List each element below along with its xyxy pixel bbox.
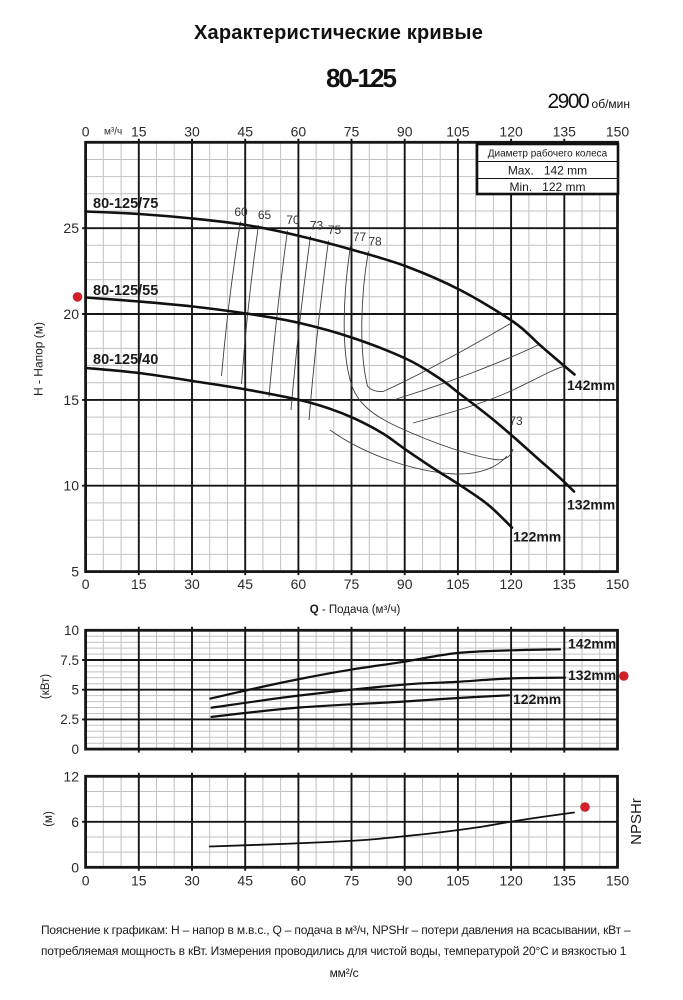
svg-text:132mm: 132mm	[567, 497, 615, 513]
svg-text:60: 60	[291, 873, 307, 889]
svg-text:77: 77	[353, 230, 367, 244]
svg-text:(м): (м)	[43, 811, 55, 827]
svg-text:75: 75	[344, 124, 360, 140]
svg-text:25: 25	[63, 220, 79, 236]
svg-text:135: 135	[553, 124, 577, 140]
svg-text:0: 0	[71, 742, 79, 757]
svg-text:NPSHr: NPSHr	[628, 798, 645, 845]
svg-text:20: 20	[63, 306, 79, 322]
svg-text:15: 15	[131, 124, 147, 140]
svg-text:60: 60	[291, 124, 307, 140]
svg-text:(кВт): (кВт)	[40, 674, 52, 699]
svg-text:2.5: 2.5	[60, 712, 79, 727]
svg-text:0: 0	[71, 859, 79, 875]
svg-text:45: 45	[237, 576, 253, 592]
svg-text:73: 73	[310, 219, 324, 233]
svg-text:15: 15	[131, 576, 147, 592]
svg-text:5: 5	[71, 564, 79, 580]
svg-text:70: 70	[286, 213, 300, 227]
svg-text:0: 0	[82, 576, 90, 592]
svg-text:75: 75	[328, 223, 342, 237]
svg-text:м³/ч: м³/ч	[104, 127, 122, 138]
svg-text:120: 120	[499, 873, 523, 889]
svg-text:12: 12	[63, 768, 79, 784]
svg-text:45: 45	[237, 873, 253, 889]
svg-text:105: 105	[446, 124, 470, 140]
svg-text:122mm: 122mm	[513, 691, 561, 707]
svg-text:15: 15	[63, 392, 79, 408]
svg-text:132mm: 132mm	[568, 667, 616, 683]
svg-text:120: 120	[499, 124, 523, 140]
svg-text:135: 135	[553, 873, 577, 889]
svg-text:10: 10	[64, 623, 79, 638]
svg-text:75: 75	[344, 576, 360, 592]
svg-text:Max. 142 mm: Max. 142 mm	[508, 163, 587, 177]
svg-text:45: 45	[237, 124, 253, 140]
svg-text:65: 65	[258, 208, 272, 222]
svg-text:0: 0	[82, 124, 90, 140]
svg-text:78: 78	[368, 235, 382, 249]
svg-text:142mm: 142mm	[567, 377, 615, 393]
svg-text:135: 135	[553, 576, 577, 592]
svg-text:30: 30	[184, 873, 200, 889]
svg-text:120: 120	[499, 576, 523, 592]
svg-text:60: 60	[234, 205, 248, 219]
svg-text:Диаметр рабочего колеса: Диаметр рабочего колеса	[488, 148, 608, 160]
svg-text:90: 90	[397, 576, 413, 592]
svg-text:Min. 122 mm: Min. 122 mm	[509, 180, 585, 194]
svg-text:30: 30	[184, 124, 200, 140]
svg-text:90: 90	[397, 124, 413, 140]
svg-text:5: 5	[71, 683, 79, 698]
svg-text:Н - Напор (м): Н - Напор (м)	[32, 322, 46, 396]
svg-text:6: 6	[71, 814, 79, 830]
svg-text:150: 150	[606, 873, 630, 889]
svg-text:142mm: 142mm	[568, 636, 616, 652]
svg-text:Q - Подача (м³/ч): Q - Подача (м³/ч)	[310, 604, 401, 616]
svg-text:105: 105	[446, 873, 470, 889]
svg-text:90: 90	[397, 873, 413, 889]
svg-text:60: 60	[291, 576, 307, 592]
svg-text:7.5: 7.5	[60, 653, 79, 668]
svg-text:15: 15	[131, 873, 147, 889]
svg-text:80-125/55: 80-125/55	[93, 283, 158, 299]
svg-text:105: 105	[446, 576, 470, 592]
svg-text:122mm: 122mm	[513, 529, 561, 545]
svg-text:150: 150	[606, 124, 630, 140]
svg-text:10: 10	[63, 478, 79, 494]
svg-text:0: 0	[82, 873, 90, 889]
svg-text:150: 150	[606, 576, 630, 592]
svg-text:80-125/40: 80-125/40	[93, 352, 158, 368]
svg-text:30: 30	[184, 576, 200, 592]
svg-text:73: 73	[509, 414, 523, 428]
svg-text:80-125/75: 80-125/75	[93, 196, 158, 212]
svg-text:75: 75	[344, 873, 360, 889]
